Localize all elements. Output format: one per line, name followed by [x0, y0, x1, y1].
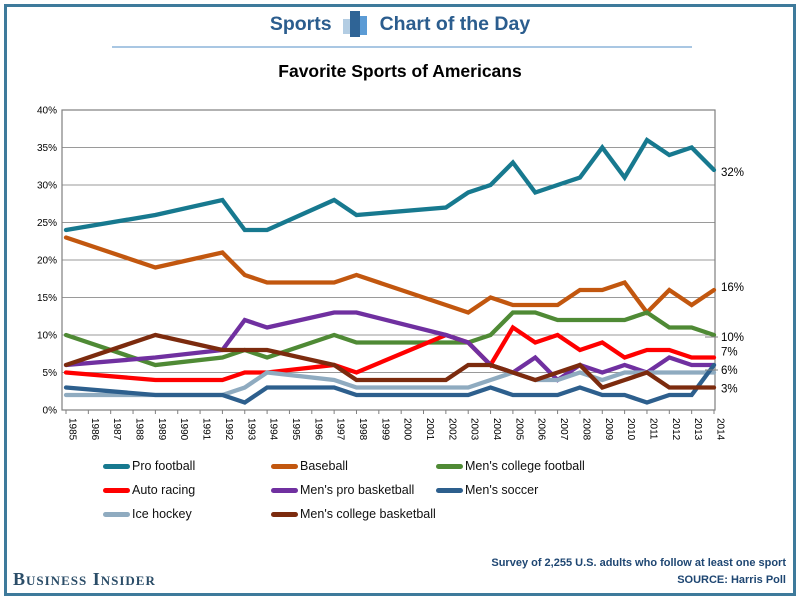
chart-legend: Pro football Baseball Men's college footba… [103, 459, 585, 521]
legend-item-men-s-college-basketball: Men's college basketball [271, 507, 436, 521]
x-axis-tick-label: 1990 [178, 418, 189, 441]
series-line-men-s-soccer [63, 362, 717, 405]
legend-item-men-s-college-football: Men's college football [436, 459, 585, 473]
legend-label: Men's college basketball [300, 507, 436, 521]
y-axis-tick-label: 5% [43, 368, 58, 379]
bar-chart-icon-bar-left [342, 19, 352, 34]
x-axis-tick-label: 2012 [670, 418, 681, 441]
y-axis-tick-label: 10% [37, 331, 57, 342]
x-axis-tick-label: 1994 [268, 418, 279, 441]
business-insider-logo: Business Insider [13, 569, 156, 589]
legend-swatch [436, 463, 463, 469]
header-chart-of-the-day-label: Chart of the Day [379, 12, 531, 35]
x-axis-tick-label: 2002 [446, 418, 457, 441]
y-axis-tick-label: 40% [37, 106, 57, 117]
y-axis-tick-label: 35% [37, 143, 57, 154]
x-axis-tick-label: 1993 [245, 418, 256, 441]
plot-border [61, 109, 716, 411]
header-sports-label: Sports [269, 12, 332, 35]
x-axis-tick-label: 2008 [580, 418, 591, 441]
legend-swatch [271, 463, 298, 469]
x-axis-tick-label: 2005 [513, 418, 524, 441]
x-axis-tick-label: 1995 [290, 418, 301, 441]
legend-item-men-s-pro-basketball: Men's pro basketball [271, 483, 436, 497]
x-axis-tick-label: 2011 [647, 418, 658, 440]
legend-item-pro-football: Pro football [103, 459, 271, 473]
end-value-label-pro-football: 32% [721, 167, 744, 179]
legend-item-auto-racing: Auto racing [103, 483, 271, 497]
y-axis-tick-label: 15% [37, 293, 57, 304]
legend-label: Ice hockey [132, 507, 192, 521]
x-axis-tick-label: 2000 [402, 418, 413, 441]
legend-swatch [271, 487, 298, 493]
x-axis-tick-label: 2009 [603, 418, 614, 441]
end-value-label-men-s-college-football: 10% [721, 332, 744, 344]
y-axis-tick-label: 25% [37, 218, 57, 229]
legend-label: Baseball [300, 459, 348, 473]
x-axis-tick-label: 1997 [335, 418, 346, 441]
header: Sports Chart of the Day [0, 11, 800, 37]
legend-label: Men's pro basketball [300, 483, 415, 497]
series-line-baseball [63, 235, 717, 316]
x-axis-tick-label: 2014 [715, 418, 726, 441]
end-value-label-baseball: 16% [721, 282, 744, 294]
legend-item-ice-hockey: Ice hockey [103, 507, 271, 521]
bar-chart-icon [342, 11, 369, 37]
x-axis-tick-label: 1988 [134, 418, 145, 441]
x-axis-tick-label: 2001 [424, 418, 435, 441]
x-axis-tick-label: 2003 [469, 418, 480, 441]
legend-swatch [436, 487, 463, 493]
series-line-auto-racing [63, 324, 717, 383]
series-line-men-s-pro-basketball [63, 310, 717, 383]
y-axis-tick-label: 0% [43, 406, 58, 417]
legend-item-men-s-soccer: Men's soccer [436, 483, 585, 497]
x-axis-tick-label: 1986 [89, 418, 100, 441]
legend-label: Auto racing [132, 483, 196, 497]
legend-swatch [103, 463, 130, 469]
x-axis-tick-label: 1987 [111, 418, 122, 441]
legend-swatch [271, 511, 298, 517]
bar-chart-icon-bar-right [357, 16, 367, 35]
x-axis-tick-label: 2007 [558, 418, 569, 441]
legend-swatch [103, 487, 130, 493]
x-axis-tick-label: 2006 [536, 418, 547, 441]
legend-swatch [103, 511, 130, 517]
x-axis-tick-label: 1991 [201, 418, 212, 441]
x-axis-tick-label: 2013 [692, 418, 703, 441]
survey-note-line: Survey of 2,255 U.S. adults who follow a… [491, 557, 786, 569]
header-underline [112, 46, 692, 48]
source-note-line: SOURCE: Harris Poll [677, 573, 786, 586]
x-axis-tick-label: 1999 [379, 418, 390, 441]
y-axis-tick-label: 30% [37, 181, 57, 192]
series-line-men-s-college-basketball [63, 332, 717, 390]
x-axis-tick-label: 1992 [223, 418, 234, 441]
end-value-label-auto-racing: 7% [721, 347, 738, 359]
end-value-label-men-s-pro-basketball: 6% [721, 365, 738, 377]
series-line-pro-football [63, 136, 717, 233]
x-axis-tick-label: 1996 [312, 418, 323, 441]
legend-label: Men's soccer [465, 483, 539, 497]
x-axis-tick-label: 2010 [625, 418, 636, 441]
legend-item-baseball: Baseball [271, 459, 436, 473]
page-title: Favorite Sports of Americans [278, 61, 522, 81]
end-value-label-men-s-college-basketball: 3% [721, 384, 738, 396]
legend-label: Pro football [132, 459, 196, 473]
legend-label: Men's college football [465, 459, 585, 473]
x-axis-tick-label: 1989 [156, 418, 167, 441]
x-axis-tick-label: 1998 [357, 418, 368, 441]
x-axis-tick-label: 1985 [67, 418, 78, 441]
source-note: Survey of 2,255 U.S. adults who follow a… [491, 555, 786, 588]
x-axis-tick-label: 2004 [491, 418, 502, 441]
bar-chart-icon-bar-middle [349, 11, 360, 37]
y-axis-tick-label: 20% [37, 256, 57, 267]
